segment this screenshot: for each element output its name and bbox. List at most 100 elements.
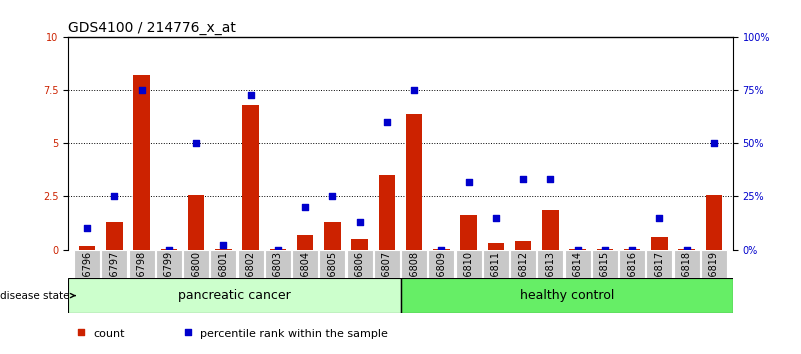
Text: GSM356802: GSM356802 <box>246 251 256 310</box>
Bar <box>238 250 264 278</box>
Bar <box>129 250 155 278</box>
Text: GSM356810: GSM356810 <box>464 251 473 310</box>
Point <box>353 219 366 225</box>
Text: disease state: disease state <box>0 291 75 301</box>
Text: GSM356819: GSM356819 <box>709 251 718 310</box>
Text: pancreatic cancer: pancreatic cancer <box>178 289 291 302</box>
Text: GSM356814: GSM356814 <box>573 251 582 310</box>
Bar <box>646 250 672 278</box>
Text: healthy control: healthy control <box>520 289 614 302</box>
Text: GSM356811: GSM356811 <box>491 251 501 310</box>
Bar <box>297 235 313 250</box>
Point <box>244 92 257 97</box>
Bar <box>701 250 727 278</box>
Point <box>299 204 312 210</box>
Bar <box>74 250 100 278</box>
Bar <box>379 175 395 250</box>
Bar <box>352 239 368 250</box>
Bar <box>156 250 182 278</box>
Point <box>380 119 393 125</box>
Bar <box>134 75 150 250</box>
Text: GSM356798: GSM356798 <box>137 251 147 310</box>
Text: GSM356801: GSM356801 <box>219 251 228 310</box>
Bar <box>456 250 481 278</box>
Bar <box>674 250 700 278</box>
Text: percentile rank within the sample: percentile rank within the sample <box>199 329 388 339</box>
Text: GSM356816: GSM356816 <box>627 251 637 310</box>
Point <box>135 87 148 93</box>
Bar <box>107 222 123 250</box>
Bar <box>215 249 231 250</box>
Bar <box>565 250 590 278</box>
Bar <box>243 105 259 250</box>
Bar <box>183 250 209 278</box>
Bar <box>510 250 536 278</box>
Bar <box>374 250 400 278</box>
Point <box>408 87 421 93</box>
Bar <box>211 250 236 278</box>
Text: GSM356807: GSM356807 <box>382 251 392 310</box>
Text: GSM356813: GSM356813 <box>545 251 555 310</box>
Bar <box>400 278 733 313</box>
Point <box>626 247 638 252</box>
Point <box>108 194 121 199</box>
Point <box>217 242 230 248</box>
Point <box>163 247 175 252</box>
Bar <box>651 237 667 250</box>
Text: GSM356809: GSM356809 <box>437 251 446 310</box>
Bar <box>101 250 127 278</box>
Bar <box>320 250 345 278</box>
Bar <box>324 222 340 250</box>
Bar <box>537 250 563 278</box>
Bar <box>706 195 722 250</box>
Bar <box>270 249 286 250</box>
Bar <box>161 249 177 250</box>
Point <box>680 247 693 252</box>
Bar <box>429 250 454 278</box>
Bar <box>624 249 640 250</box>
Point <box>326 194 339 199</box>
Text: GSM356803: GSM356803 <box>273 251 283 310</box>
Point <box>462 179 475 184</box>
Bar <box>265 250 291 278</box>
Bar <box>433 249 449 250</box>
Text: GSM356800: GSM356800 <box>191 251 201 310</box>
Bar <box>597 249 613 250</box>
Text: GSM356808: GSM356808 <box>409 251 419 310</box>
Bar <box>678 249 694 250</box>
Text: GSM356805: GSM356805 <box>328 251 337 310</box>
Bar <box>347 250 372 278</box>
Bar <box>188 195 204 250</box>
Text: GSM356797: GSM356797 <box>110 251 119 310</box>
Bar <box>483 250 509 278</box>
Bar <box>292 250 318 278</box>
Bar <box>592 250 618 278</box>
Bar <box>79 246 95 250</box>
Text: GSM356796: GSM356796 <box>83 251 92 310</box>
Bar <box>461 215 477 250</box>
Point <box>544 177 557 182</box>
Point <box>489 215 502 221</box>
Bar <box>619 250 645 278</box>
Text: GSM356818: GSM356818 <box>682 251 691 310</box>
Bar <box>68 278 400 313</box>
Point <box>272 247 284 252</box>
Text: GSM356806: GSM356806 <box>355 251 364 310</box>
Text: GSM356817: GSM356817 <box>654 251 664 310</box>
Point <box>75 329 88 335</box>
Bar <box>401 250 427 278</box>
Point <box>571 247 584 252</box>
Bar <box>406 114 422 250</box>
Bar <box>515 241 531 250</box>
Text: GSM356815: GSM356815 <box>600 251 610 310</box>
Point <box>653 215 666 221</box>
Point <box>517 177 529 182</box>
Point <box>181 329 194 335</box>
Point <box>190 141 203 146</box>
Text: GDS4100 / 214776_x_at: GDS4100 / 214776_x_at <box>68 21 236 35</box>
Text: GSM356799: GSM356799 <box>164 251 174 310</box>
Bar <box>488 243 504 250</box>
Point <box>81 225 94 231</box>
Text: GSM356812: GSM356812 <box>518 251 528 310</box>
Point <box>435 247 448 252</box>
